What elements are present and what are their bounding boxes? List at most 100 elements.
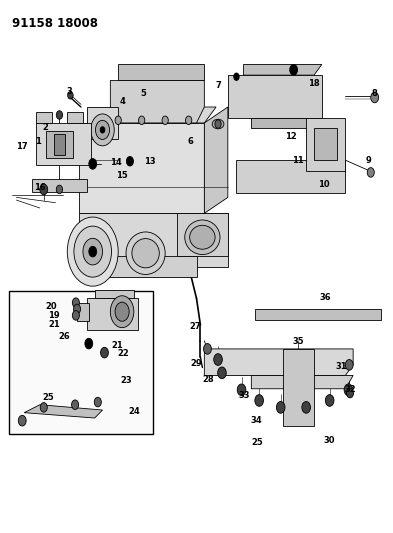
Circle shape xyxy=(204,344,211,354)
Circle shape xyxy=(89,159,97,169)
Circle shape xyxy=(85,338,93,349)
Text: 91158 18008: 91158 18008 xyxy=(13,17,98,30)
Circle shape xyxy=(83,238,103,265)
Circle shape xyxy=(347,388,354,398)
Circle shape xyxy=(214,354,222,366)
Circle shape xyxy=(162,116,168,125)
Polygon shape xyxy=(236,160,345,193)
Circle shape xyxy=(127,157,134,166)
Polygon shape xyxy=(204,349,353,375)
Text: 17: 17 xyxy=(17,142,28,151)
Circle shape xyxy=(115,116,121,125)
Polygon shape xyxy=(244,64,322,75)
Circle shape xyxy=(185,116,192,125)
Ellipse shape xyxy=(185,220,220,255)
Circle shape xyxy=(67,217,118,286)
Bar xyxy=(9,292,153,434)
Circle shape xyxy=(110,296,134,328)
Text: 29: 29 xyxy=(190,359,202,368)
Circle shape xyxy=(215,120,221,128)
Circle shape xyxy=(72,311,79,320)
Circle shape xyxy=(290,64,298,75)
Polygon shape xyxy=(32,179,87,192)
Polygon shape xyxy=(314,128,338,160)
Circle shape xyxy=(56,185,62,193)
Circle shape xyxy=(371,92,378,103)
Circle shape xyxy=(91,114,114,146)
Text: 11: 11 xyxy=(292,156,304,165)
Text: 33: 33 xyxy=(239,391,250,400)
Text: 31: 31 xyxy=(336,362,347,371)
Text: 13: 13 xyxy=(144,157,155,166)
Text: 28: 28 xyxy=(202,375,214,384)
Polygon shape xyxy=(255,309,380,320)
Text: 7: 7 xyxy=(215,81,221,90)
Text: 24: 24 xyxy=(128,407,140,416)
Text: 14: 14 xyxy=(110,158,122,167)
Polygon shape xyxy=(110,80,204,123)
Text: 5: 5 xyxy=(141,89,147,98)
Text: 21: 21 xyxy=(112,341,123,350)
Circle shape xyxy=(218,367,226,378)
Ellipse shape xyxy=(132,239,159,268)
Circle shape xyxy=(344,384,353,395)
Text: 25: 25 xyxy=(42,393,54,402)
Polygon shape xyxy=(79,123,204,213)
Text: 21: 21 xyxy=(49,320,61,329)
Circle shape xyxy=(234,73,239,80)
Text: 35: 35 xyxy=(292,337,304,346)
Text: 26: 26 xyxy=(58,332,70,341)
Circle shape xyxy=(89,246,97,257)
Circle shape xyxy=(100,127,105,133)
Text: 1: 1 xyxy=(35,137,41,146)
Text: 15: 15 xyxy=(116,171,128,180)
Bar xyxy=(53,134,65,155)
Circle shape xyxy=(367,167,374,177)
Polygon shape xyxy=(283,349,314,426)
Polygon shape xyxy=(252,375,353,389)
Circle shape xyxy=(73,304,81,314)
Circle shape xyxy=(139,116,145,125)
Text: 20: 20 xyxy=(45,302,57,311)
Circle shape xyxy=(40,184,48,195)
Text: 27: 27 xyxy=(189,321,201,330)
Text: 4: 4 xyxy=(119,97,125,106)
Circle shape xyxy=(18,415,26,426)
Text: 25: 25 xyxy=(252,439,263,448)
Circle shape xyxy=(72,298,79,308)
Circle shape xyxy=(255,394,263,406)
Text: 9: 9 xyxy=(366,156,372,165)
Text: 8: 8 xyxy=(372,89,378,98)
Circle shape xyxy=(276,401,285,413)
Polygon shape xyxy=(252,118,314,128)
Circle shape xyxy=(56,111,62,119)
Polygon shape xyxy=(95,290,134,298)
Circle shape xyxy=(115,302,129,321)
Circle shape xyxy=(325,394,334,406)
Circle shape xyxy=(74,226,112,277)
Polygon shape xyxy=(99,107,216,123)
Circle shape xyxy=(237,384,246,395)
Circle shape xyxy=(40,402,47,412)
Polygon shape xyxy=(24,405,103,418)
Text: 18: 18 xyxy=(308,78,320,87)
Circle shape xyxy=(72,400,79,409)
Text: 32: 32 xyxy=(344,385,356,394)
Polygon shape xyxy=(87,107,118,139)
Text: 16: 16 xyxy=(34,183,46,192)
Circle shape xyxy=(345,360,353,370)
Polygon shape xyxy=(118,64,204,80)
Text: 2: 2 xyxy=(43,123,49,132)
Polygon shape xyxy=(36,112,51,123)
Circle shape xyxy=(95,120,110,140)
Polygon shape xyxy=(36,123,91,165)
Text: 22: 22 xyxy=(118,349,129,358)
Text: 12: 12 xyxy=(285,132,296,141)
Polygon shape xyxy=(67,112,83,123)
Text: 19: 19 xyxy=(48,311,59,320)
Ellipse shape xyxy=(126,232,165,274)
Text: 3: 3 xyxy=(66,86,72,95)
Polygon shape xyxy=(77,303,89,321)
Ellipse shape xyxy=(190,225,215,249)
Polygon shape xyxy=(79,213,228,266)
